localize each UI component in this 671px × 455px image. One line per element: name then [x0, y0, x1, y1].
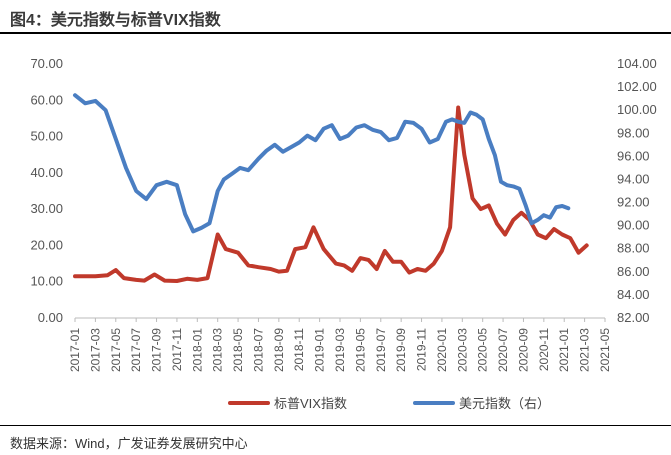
footer-divider [0, 425, 671, 426]
x-tick-label: 2021-03 [578, 328, 592, 372]
right-tick-label: 88.00 [617, 241, 650, 256]
x-tick-label: 2017-11 [170, 328, 184, 371]
x-tick-label: 2018-07 [251, 328, 265, 372]
x-tick-label: 2018-09 [272, 328, 286, 372]
legend-vix-label: 标普VIX指数 [274, 396, 347, 411]
x-tick-label: 2018-01 [190, 328, 204, 372]
x-tick-label: 2018-11 [292, 328, 306, 371]
title-divider [0, 32, 671, 34]
right-tick-label: 102.00 [617, 79, 657, 94]
left-tick-label: 70.00 [30, 56, 63, 71]
left-tick-label: 30.00 [30, 201, 63, 216]
x-tick-label: 2017-01 [68, 328, 82, 372]
x-tick-label: 2019-05 [353, 328, 367, 372]
right-tick-label: 92.00 [617, 195, 650, 210]
right-tick-label: 82.00 [617, 310, 650, 325]
x-tick-label: 2019-11 [415, 328, 429, 371]
left-tick-label: 20.00 [30, 237, 63, 252]
x-tick-label: 2021-05 [598, 328, 612, 372]
usd-index-line [73, 93, 571, 234]
x-tick-label: 2018-05 [231, 328, 245, 372]
x-tick-label: 2020-03 [455, 328, 469, 372]
x-tick-label: 2020-11 [537, 328, 551, 371]
right-tick-label: 94.00 [617, 171, 650, 186]
right-tick-label: 100.00 [617, 102, 657, 117]
vix-index-line [73, 105, 589, 283]
x-tick-label: 2020-09 [516, 328, 530, 372]
legend-usd-label: 美元指数（右） [459, 396, 550, 411]
right-tick-label: 96.00 [617, 148, 650, 163]
x-tick-label: 2017-09 [150, 328, 164, 372]
left-tick-label: 60.00 [30, 92, 63, 107]
chart-container: 0.00 10.00 20.00 30.00 40.00 50.00 60.00 70.00 8… [0, 34, 671, 424]
x-tick-label: 2019-01 [313, 328, 327, 372]
x-tick-label: 2017-03 [88, 328, 102, 372]
page-title: 图4：美元指数与标普VIX指数 [10, 12, 221, 29]
left-tick-label: 40.00 [30, 165, 63, 180]
left-tick-label: 0.00 [38, 310, 63, 325]
x-tick-label: 2017-05 [109, 328, 123, 372]
x-tick-label: 2021-01 [557, 328, 571, 372]
x-tick-label: 2017-07 [129, 328, 143, 372]
right-tick-label: 98.00 [617, 125, 650, 140]
x-tick-label: 2019-09 [394, 328, 408, 372]
left-tick-label: 10.00 [30, 274, 63, 289]
x-tick-label: 2020-05 [476, 328, 490, 372]
x-tick-label: 2019-03 [333, 328, 347, 372]
right-tick-label: 90.00 [617, 218, 650, 233]
right-tick-label: 86.00 [617, 264, 650, 279]
title-bar: 图4：美元指数与标普VIX指数 [0, 0, 671, 30]
left-tick-label: 50.00 [30, 129, 63, 144]
x-tick-label: 2020-01 [435, 328, 449, 372]
x-tick-label: 2020-07 [496, 328, 510, 372]
x-tick-label: 2018-03 [211, 328, 225, 372]
right-tick-label: 104.00 [617, 56, 657, 71]
source-note: 数据来源：Wind，广发证券发展研究中心 [10, 436, 248, 451]
right-tick-label: 84.00 [617, 287, 650, 302]
x-tick-label: 2019-07 [374, 328, 388, 372]
chart-svg: 0.00 10.00 20.00 30.00 40.00 50.00 60.00 70.00 8… [30, 56, 657, 411]
